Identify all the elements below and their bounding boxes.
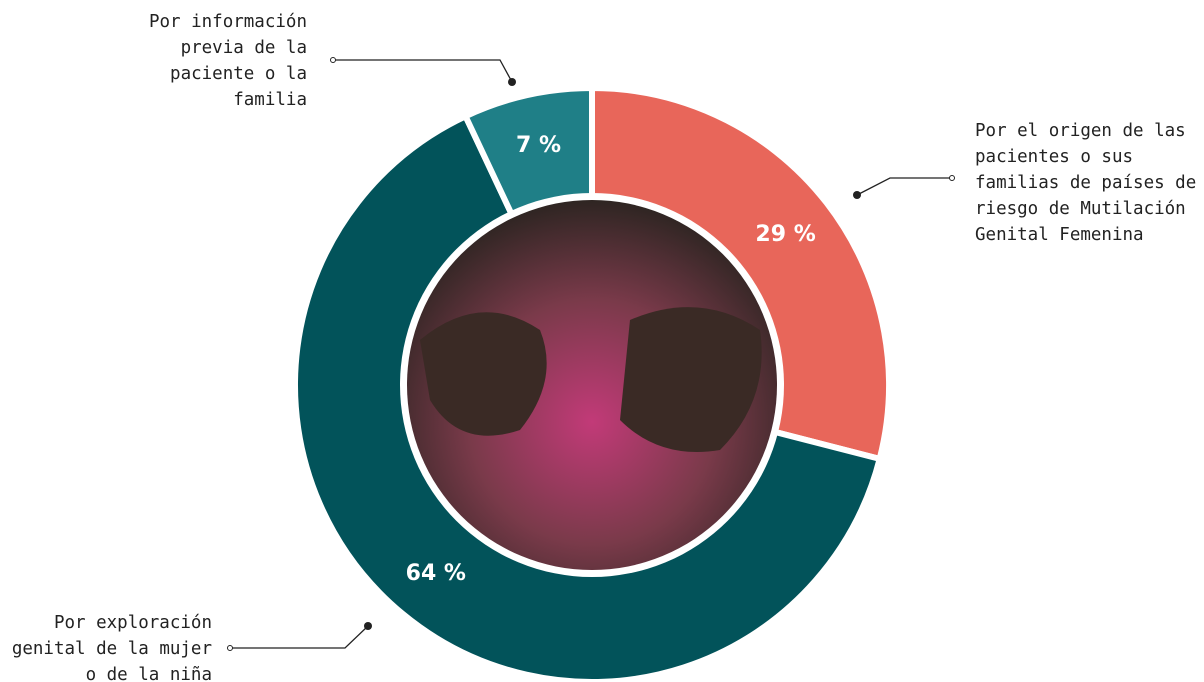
leader-end bbox=[949, 175, 955, 181]
value-label: 29 % bbox=[755, 222, 815, 247]
value-label: 64 % bbox=[406, 561, 466, 586]
leader-dot bbox=[853, 191, 861, 199]
category-label: Por el origen de las pacientes o sus fam… bbox=[975, 121, 1197, 245]
value-label: 7 % bbox=[516, 133, 561, 158]
category-label: Por información previa de la paciente o … bbox=[148, 12, 307, 110]
leader-dot bbox=[508, 78, 516, 86]
photo-detail bbox=[420, 312, 547, 436]
leader-line bbox=[333, 59, 513, 83]
photo-detail bbox=[620, 307, 762, 452]
category-label: Por exploración genital de la mujer o de… bbox=[11, 613, 212, 682]
leader-line bbox=[230, 625, 369, 649]
photo bbox=[407, 200, 777, 570]
leader-dot bbox=[364, 622, 372, 630]
leader-end bbox=[227, 645, 233, 651]
leader-end bbox=[330, 57, 336, 63]
leader-line bbox=[856, 177, 952, 196]
